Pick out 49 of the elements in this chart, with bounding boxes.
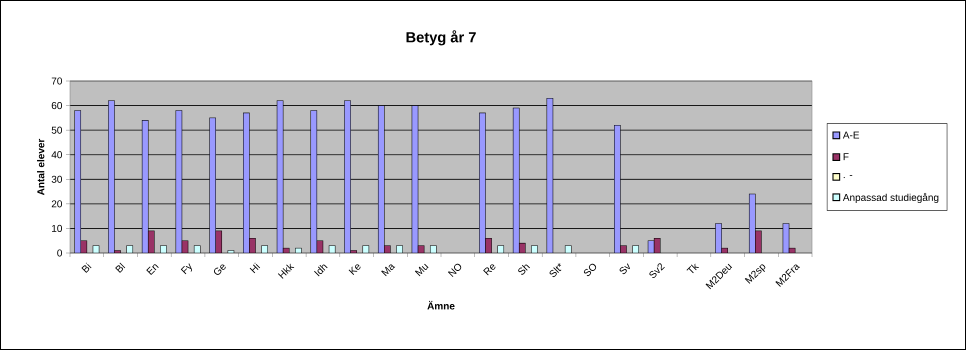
x-tick-label: Fy (180, 263, 192, 274)
y-axis-title: Antal elever (37, 138, 44, 196)
y-tick-label: 30 (52, 176, 62, 183)
bar (295, 248, 302, 253)
y-tick-label: 60 (52, 102, 62, 110)
bar (632, 245, 639, 253)
x-tick-label: Ma (381, 264, 396, 276)
legend-label: A-E (842, 132, 860, 138)
x-tick-label: NO (448, 264, 462, 278)
x-tick-label: Ke (348, 264, 360, 276)
bar (261, 245, 268, 253)
y-tick-label: 50 (52, 126, 62, 134)
y-tick-label: 40 (52, 151, 62, 158)
x-tick-label: Hi (250, 262, 260, 274)
y-tick-label: 70 (52, 77, 62, 85)
y-tick-label: 0 (57, 249, 62, 257)
bar (396, 245, 403, 253)
bar (228, 250, 234, 253)
x-tick-label: Re (483, 264, 496, 276)
bar (328, 245, 336, 253)
x-tick-label: Sh (518, 264, 530, 275)
x-tick-label: Slt* (550, 263, 562, 278)
bar (497, 245, 504, 253)
x-tick-label: Mu (414, 264, 429, 276)
y-tick-label: 20 (52, 200, 62, 208)
x-tick-label: Ge (214, 264, 226, 275)
bar (430, 245, 437, 253)
x-tick-label: Tk (686, 264, 700, 274)
legend-label: Anpassad studiegång (842, 192, 938, 204)
bar (194, 245, 201, 253)
x-tick-label: SO (584, 264, 596, 276)
bar (564, 245, 572, 253)
bar (362, 245, 370, 253)
x-tick-label: Idh (314, 264, 328, 276)
chart-title: Betyg år 7 (406, 30, 476, 46)
x-axis-title: Ämne (427, 300, 455, 310)
y-tick-label: 10 (52, 224, 62, 232)
legend-label: . - (844, 174, 852, 178)
x-tick-label: Sv2 (649, 263, 665, 278)
bar (126, 245, 134, 253)
x-tick-label: Sv (620, 263, 630, 274)
bar (92, 245, 100, 253)
x-tick-label: Bl (115, 262, 126, 273)
bar (160, 245, 167, 253)
x-tick-label: Bi (81, 262, 92, 273)
x-tick-label: Hkk (278, 264, 294, 279)
x-tick-label: En (146, 264, 159, 276)
legend-label: F (844, 153, 849, 160)
bar (531, 245, 538, 253)
